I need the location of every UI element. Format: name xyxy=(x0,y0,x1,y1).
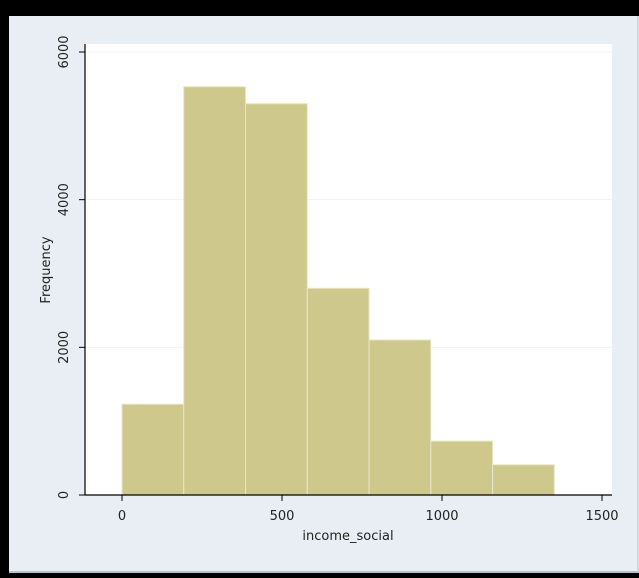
x-tick-label: 1000 xyxy=(425,509,458,524)
x-tick-label: 500 xyxy=(270,509,295,524)
x-tick-label: 0 xyxy=(118,509,126,524)
y-tick-label: 4000 xyxy=(57,183,72,216)
histogram-bar xyxy=(121,403,185,496)
histogram-bar xyxy=(368,339,432,496)
histogram-bar xyxy=(306,287,370,496)
x-axis-title: income_social xyxy=(302,529,393,544)
x-tick-label: 1500 xyxy=(585,509,618,524)
histogram-bar xyxy=(430,440,494,496)
histogram-bar xyxy=(245,103,308,496)
y-tick-label: 0 xyxy=(57,491,72,499)
y-tick-label: 2000 xyxy=(57,331,72,364)
histogram-bar xyxy=(492,464,555,496)
y-axis-title: Frequency xyxy=(39,236,54,303)
y-tick-label: 6000 xyxy=(57,35,72,68)
histogram-bar xyxy=(183,86,247,496)
